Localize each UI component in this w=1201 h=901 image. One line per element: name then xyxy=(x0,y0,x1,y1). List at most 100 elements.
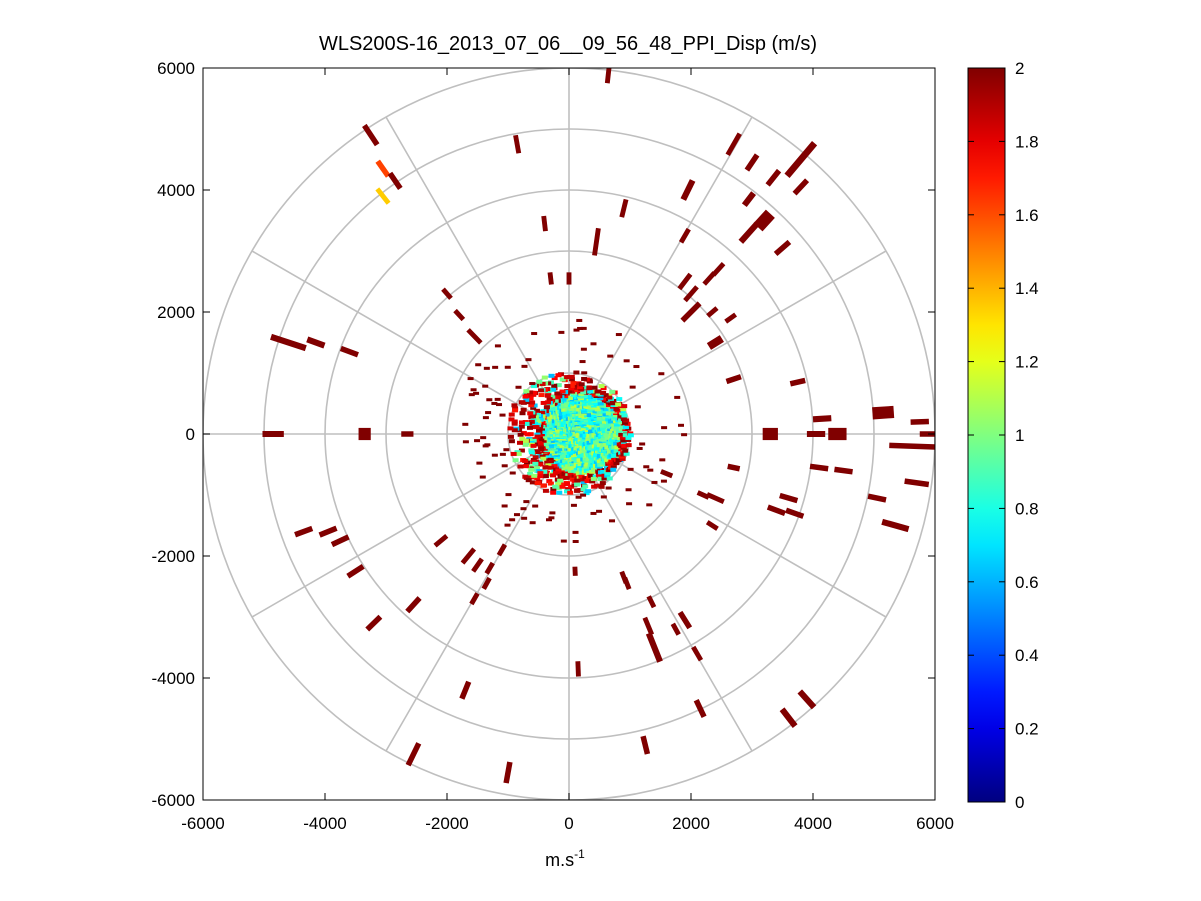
radial-return xyxy=(693,699,707,718)
radial-return xyxy=(619,570,629,584)
near-field-cell xyxy=(546,414,553,419)
radial-return xyxy=(365,614,383,632)
near-field-cell xyxy=(548,421,555,426)
scatter-cell xyxy=(494,397,501,401)
scatter-cell xyxy=(504,523,511,527)
near-field-cell xyxy=(559,377,566,382)
near-field-cell xyxy=(512,408,519,413)
scatter-cell xyxy=(473,391,480,395)
near-field-cell xyxy=(602,439,609,444)
radial-return xyxy=(706,335,724,350)
radial-return xyxy=(773,239,792,257)
near-field-cell xyxy=(586,413,593,418)
near-field-cell xyxy=(597,465,604,470)
near-field-cell xyxy=(600,469,607,474)
near-field-cell xyxy=(597,429,604,434)
near-field-cell xyxy=(610,398,617,403)
near-field-cell xyxy=(551,376,558,381)
near-field-cell xyxy=(523,389,530,394)
near-field-cell xyxy=(552,484,559,489)
near-field-cell xyxy=(544,400,551,405)
near-field-cell xyxy=(586,386,593,391)
near-field-cell xyxy=(599,423,606,428)
scatter-cell xyxy=(575,495,582,499)
scatter-cell xyxy=(485,411,492,415)
near-field-cell xyxy=(619,456,626,461)
near-field-cell xyxy=(581,376,588,381)
near-field-cell xyxy=(528,467,535,472)
radial-return xyxy=(706,492,725,504)
near-field-cell xyxy=(622,448,629,453)
near-field-cell xyxy=(515,451,522,456)
scatter-cell xyxy=(548,516,555,520)
scatter-cell xyxy=(491,453,498,457)
near-field-cell xyxy=(583,468,590,473)
near-field-cell xyxy=(580,481,587,486)
near-field-cell xyxy=(602,442,609,447)
radial-return xyxy=(387,171,403,190)
near-field-cell xyxy=(523,400,530,405)
y-tick-label: 2000 xyxy=(157,303,195,322)
near-field-cell xyxy=(520,431,527,436)
near-field-cell xyxy=(571,469,578,474)
near-field-cell xyxy=(542,474,549,479)
x-tick-label: -6000 xyxy=(181,814,224,833)
near-field-cell xyxy=(555,468,562,473)
near-field-cell xyxy=(511,421,518,426)
near-field-cell xyxy=(544,437,551,442)
near-field-cell xyxy=(584,394,591,399)
scatter-cell xyxy=(462,440,469,444)
near-field-cell xyxy=(570,395,577,400)
scatter-cell xyxy=(643,465,650,469)
scatter-cell xyxy=(681,433,688,437)
radial-return xyxy=(809,463,829,472)
near-field-cell xyxy=(625,443,632,448)
colorbar-tick-label: 1.8 xyxy=(1015,132,1039,151)
near-field-cell xyxy=(601,429,608,434)
near-field-cell xyxy=(587,401,594,406)
near-field-cell xyxy=(547,434,554,439)
scatter-cell xyxy=(531,332,538,336)
near-field-cell xyxy=(559,389,566,394)
near-field-cell xyxy=(584,479,591,484)
near-field-cell xyxy=(572,432,579,437)
near-field-cell xyxy=(580,390,587,395)
near-field-cell xyxy=(589,479,596,484)
near-field-cell xyxy=(585,451,592,456)
radial-return xyxy=(691,645,704,662)
near-field-cell xyxy=(623,451,630,456)
x-tick-label: -2000 xyxy=(425,814,468,833)
near-field-cell xyxy=(593,483,600,488)
near-field-cell xyxy=(607,419,614,424)
near-field-cell xyxy=(574,488,581,493)
near-field-cell xyxy=(518,420,525,425)
radial-return xyxy=(339,345,359,358)
near-field-cell xyxy=(547,457,554,462)
near-field-cell xyxy=(613,441,620,446)
near-field-cell xyxy=(601,417,608,422)
near-field-cell xyxy=(605,417,612,422)
radial-return xyxy=(867,493,887,503)
near-field-cell xyxy=(538,393,545,398)
near-field-cell xyxy=(576,432,583,437)
near-field-cell xyxy=(613,425,620,430)
near-field-cell xyxy=(525,478,532,483)
near-field-cell xyxy=(551,449,558,454)
near-field-cell xyxy=(588,405,595,410)
near-field-cell xyxy=(568,384,575,389)
scatter-cell xyxy=(499,413,506,417)
near-field-cell xyxy=(610,422,617,427)
scatter-cell xyxy=(474,439,481,443)
near-field-cell xyxy=(545,391,552,396)
scatter-cell xyxy=(520,507,527,511)
radial-return xyxy=(405,596,422,614)
near-field-cell xyxy=(598,384,605,389)
near-field-cell xyxy=(538,451,545,456)
radial-return xyxy=(513,134,522,154)
radial-return xyxy=(779,492,799,504)
near-field-cell xyxy=(551,383,558,388)
near-field-cell xyxy=(596,437,603,442)
scatter-cell xyxy=(483,366,490,370)
near-field-cell xyxy=(539,410,546,415)
near-field-cell xyxy=(546,479,553,484)
